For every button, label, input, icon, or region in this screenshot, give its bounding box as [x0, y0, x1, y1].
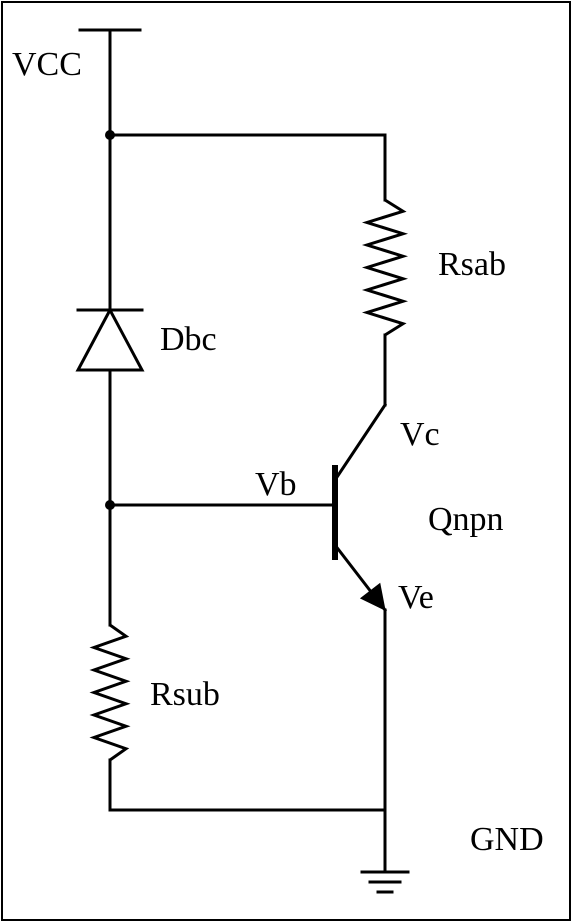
label-vb: Vb [255, 466, 297, 503]
label-rsab: Rsab [438, 246, 506, 283]
label-vc: Vc [400, 416, 440, 453]
resistor-rsab [367, 200, 403, 335]
transistor-collector-leg [335, 405, 385, 480]
label-vcc: VCC [12, 46, 82, 83]
label-gnd: GND [470, 821, 544, 858]
resistor-rsub [94, 625, 126, 760]
diode-dbc [78, 310, 142, 370]
label-ve: Ve [398, 579, 434, 616]
label-qnpn: Qnpn [428, 501, 504, 538]
figure-border [2, 2, 570, 920]
label-dbc: Dbc [160, 321, 217, 358]
label-rsub: Rsub [150, 676, 220, 713]
emitter-arrow [361, 584, 385, 610]
